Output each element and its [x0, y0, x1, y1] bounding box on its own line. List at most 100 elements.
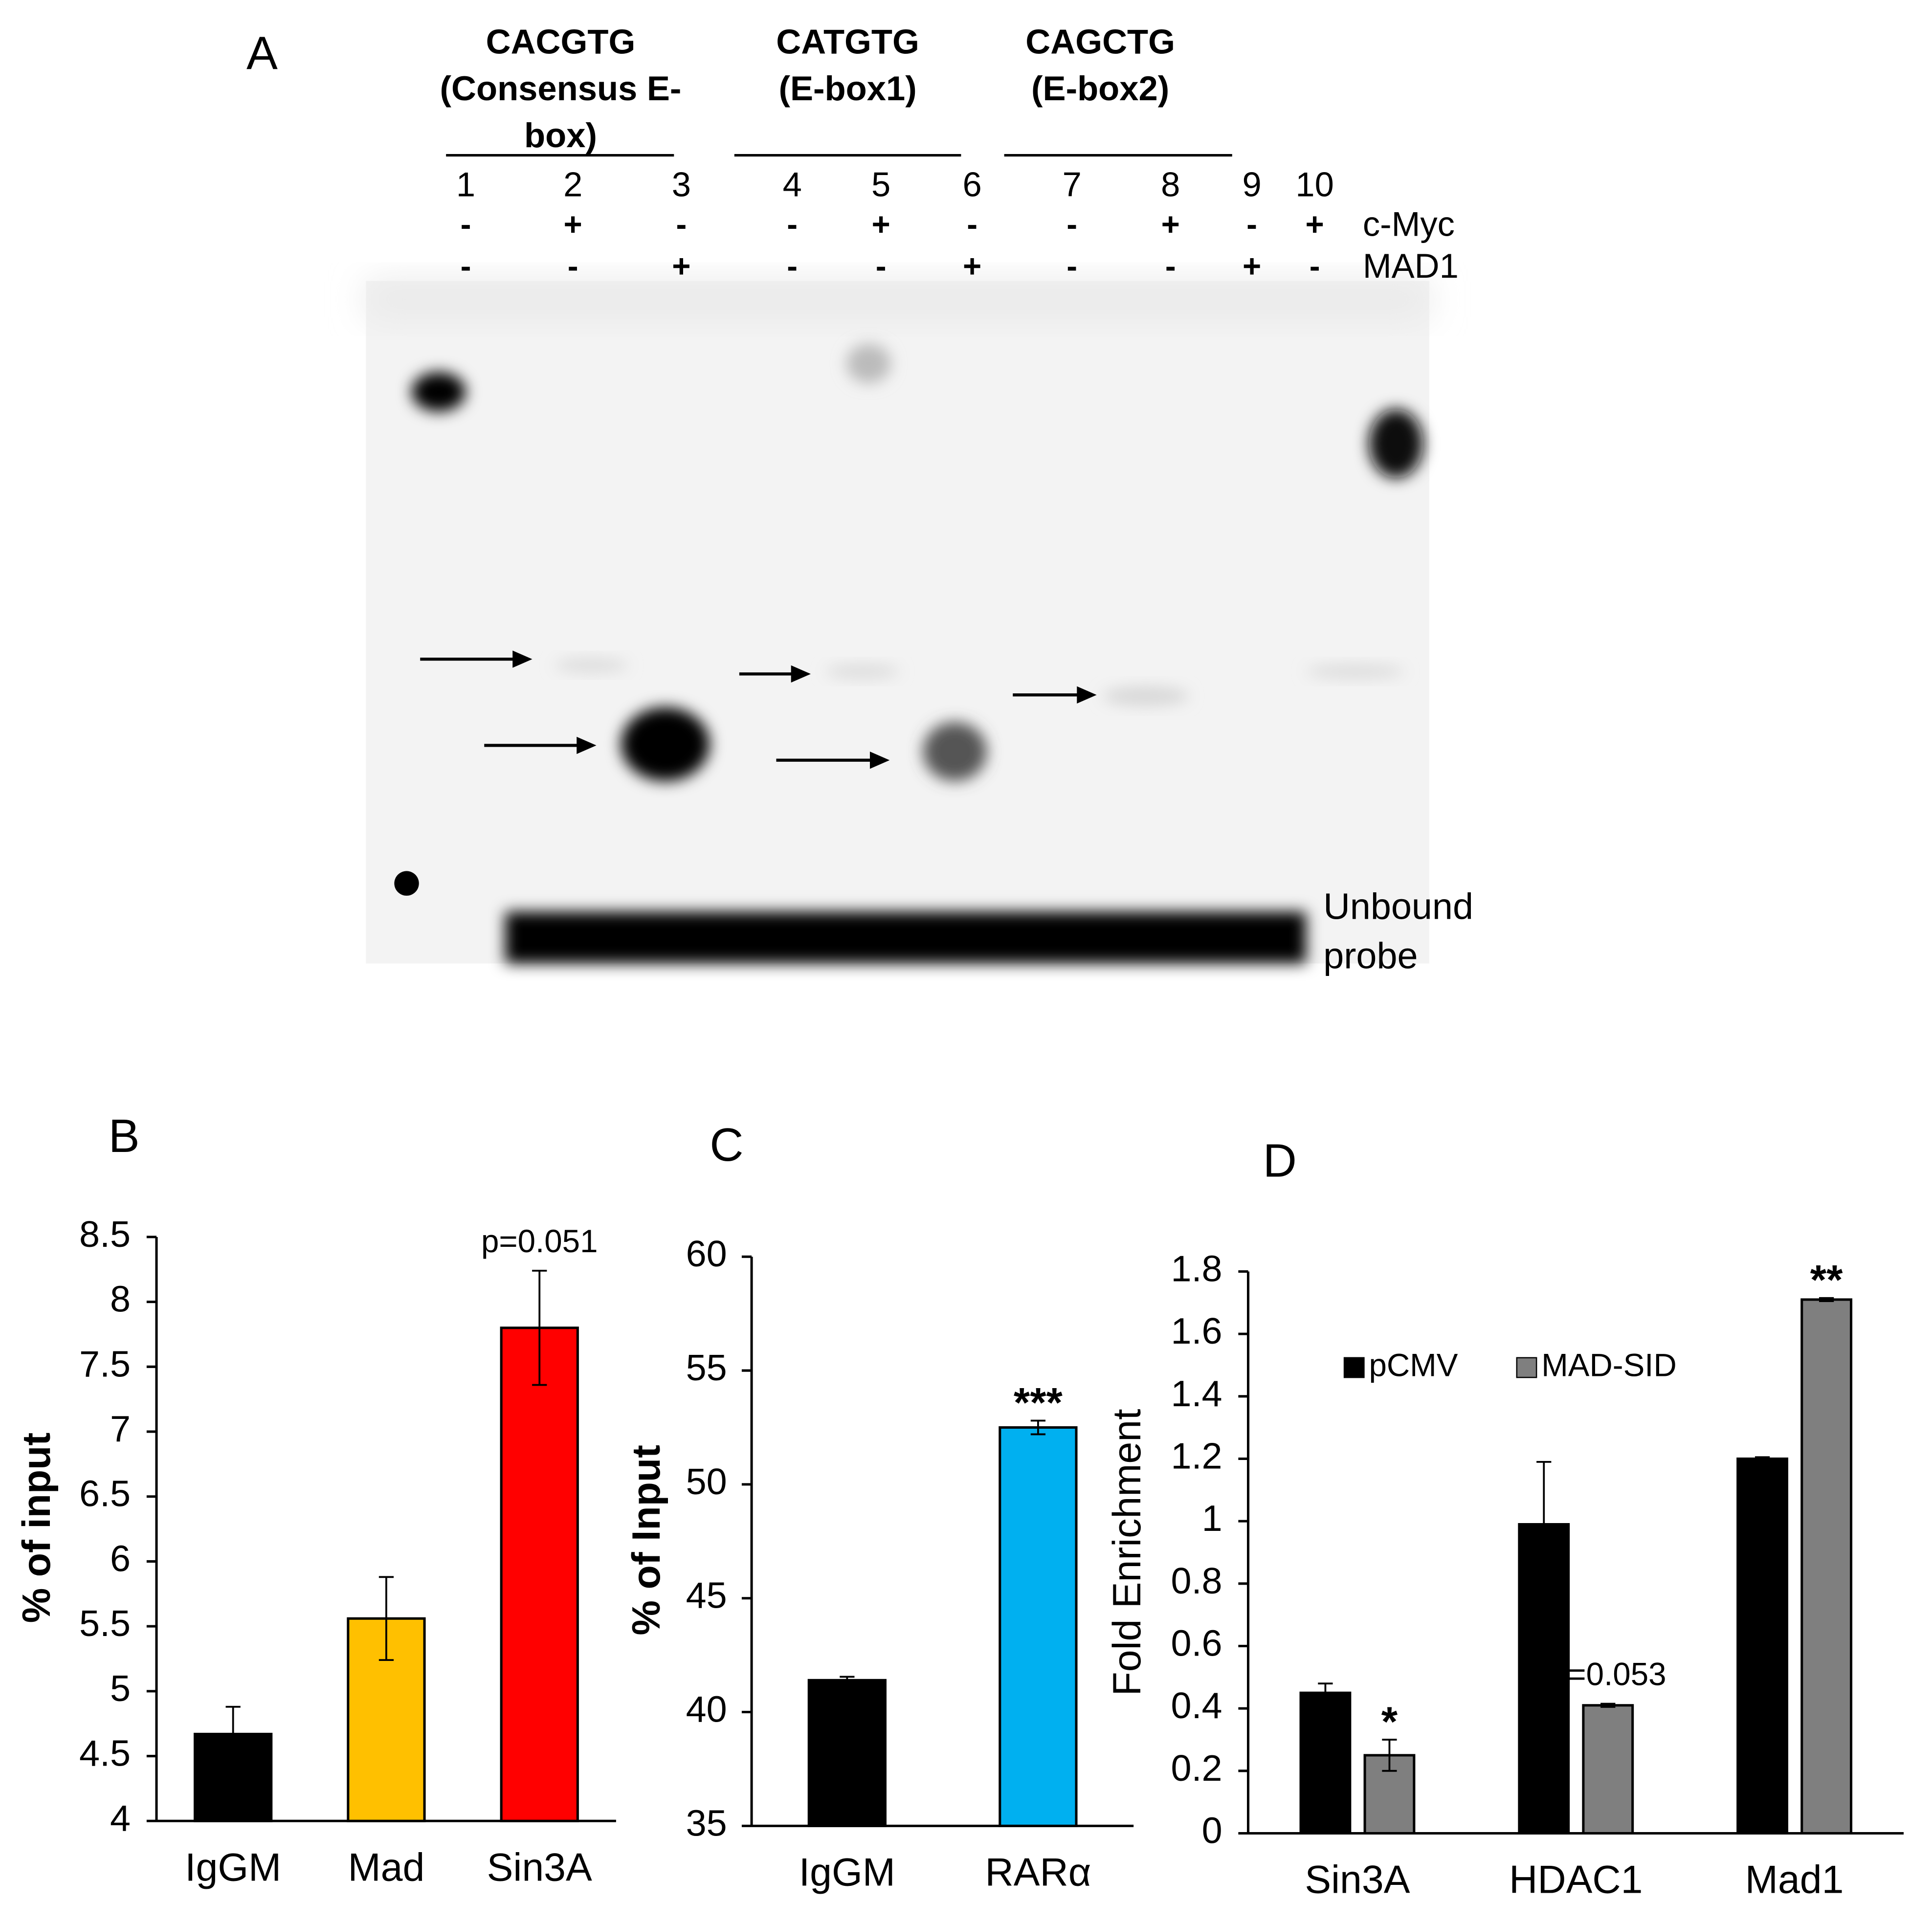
y-tick-label: 0 — [1202, 1810, 1222, 1851]
bar — [807, 1679, 887, 1827]
treatment-mark: + — [672, 248, 690, 284]
probe-label: Unbound — [1323, 886, 1473, 928]
lane-number: 5 — [871, 165, 890, 204]
treatment-mark: + — [872, 206, 890, 242]
x-tick-label: Sin3A — [487, 1845, 592, 1889]
lane-number: 4 — [783, 165, 802, 204]
panel-label: C — [710, 1119, 743, 1171]
x-tick-label: HDAC1 — [1509, 1858, 1643, 1902]
lane-number: 3 — [672, 165, 691, 204]
lane-number: 8 — [1161, 165, 1180, 204]
lane-number: 7 — [1063, 165, 1082, 204]
y-tick-label: 1 — [1202, 1498, 1222, 1539]
bar — [500, 1327, 579, 1822]
error-bar — [1030, 1419, 1046, 1436]
treatment-mark: - — [568, 248, 578, 284]
treatment-mark: + — [1305, 206, 1324, 242]
error-bar — [1819, 1297, 1834, 1303]
group-heading: CACGTG — [486, 22, 636, 61]
treatment-mark: - — [1066, 248, 1077, 284]
error-bar — [378, 1576, 394, 1661]
y-tick-label: 55 — [686, 1348, 727, 1389]
y-tick-label: 0.8 — [1171, 1561, 1222, 1602]
y-tick-label: 35 — [686, 1803, 727, 1844]
row-label: MAD1 — [1363, 246, 1459, 285]
significance-label: p=0.053 — [1550, 1656, 1666, 1692]
x-tick-label: IgGM — [185, 1845, 281, 1889]
y-tick-label: 0.4 — [1171, 1685, 1222, 1726]
gel-image — [366, 154, 1429, 964]
bar — [999, 1426, 1078, 1827]
treatment-mark: - — [461, 206, 471, 242]
y-tick-label: 40 — [686, 1689, 727, 1730]
legend-label: pCMV — [1369, 1347, 1458, 1383]
y-tick-label: 4.5 — [79, 1733, 131, 1774]
y-tick-label: 60 — [686, 1234, 727, 1275]
treatment-mark: + — [963, 248, 981, 284]
legend-swatch — [1516, 1357, 1537, 1378]
significance-label: *** — [1014, 1379, 1063, 1426]
treatment-mark: - — [1246, 206, 1257, 242]
treatment-mark: - — [1066, 206, 1077, 242]
error-bar — [532, 1270, 547, 1386]
treatment-mark: - — [1165, 248, 1176, 284]
y-tick-label: 7.5 — [79, 1344, 131, 1385]
y-tick-label: 1.4 — [1171, 1373, 1222, 1415]
error-bar — [1382, 1739, 1397, 1772]
probe-label: probe — [1323, 935, 1418, 976]
error-bar — [1754, 1456, 1770, 1461]
x-tick-label: Mad — [348, 1845, 425, 1889]
y-tick-label: 0.6 — [1171, 1623, 1222, 1664]
y-axis-label: % of input — [15, 1433, 59, 1623]
treatment-mark: - — [676, 206, 687, 242]
treatment-mark: + — [1243, 248, 1261, 284]
y-tick-label: 1.6 — [1171, 1311, 1222, 1352]
treatment-mark: - — [876, 248, 887, 284]
lane-number: 9 — [1242, 165, 1261, 204]
y-tick-label: 4 — [110, 1798, 131, 1839]
bar — [1299, 1691, 1352, 1835]
x-tick-label: Mad1 — [1745, 1858, 1844, 1902]
treatment-mark: - — [787, 206, 798, 242]
legend-swatch — [1343, 1357, 1365, 1378]
treatment-mark: - — [461, 248, 471, 284]
y-tick-label: 6 — [110, 1538, 131, 1579]
y-tick-label: 5.5 — [79, 1603, 131, 1644]
treatment-mark: - — [1310, 248, 1320, 284]
panel-label: A — [246, 27, 278, 79]
significance-label: p=0.051 — [481, 1223, 598, 1259]
y-tick-label: 8 — [110, 1279, 131, 1320]
error-bar — [840, 1676, 855, 1685]
lane-number: 2 — [563, 165, 582, 204]
treatment-mark: + — [1161, 206, 1180, 242]
error-bar — [1536, 1460, 1552, 1588]
x-tick-label: RARα — [985, 1850, 1091, 1894]
group-heading: (E-box2) — [1031, 69, 1169, 108]
error-bar — [225, 1705, 241, 1763]
lane-number: 1 — [456, 165, 475, 204]
y-tick-label: 6.5 — [79, 1474, 131, 1515]
x-tick-label: IgGM — [799, 1850, 895, 1894]
bar — [1736, 1457, 1789, 1835]
treatment-mark: - — [787, 248, 798, 284]
y-axis-label: % of Input — [624, 1445, 668, 1636]
row-label: c-Myc — [1363, 204, 1455, 243]
x-tick-label: Sin3A — [1305, 1858, 1410, 1902]
y-tick-label: 45 — [686, 1575, 727, 1616]
bar — [1582, 1704, 1634, 1835]
group-heading: CATGTG — [776, 22, 919, 61]
error-bar — [1318, 1682, 1333, 1703]
y-tick-label: 7 — [110, 1409, 131, 1450]
y-tick-label: 1.8 — [1171, 1248, 1222, 1289]
y-tick-label: 50 — [686, 1461, 727, 1503]
treatment-mark: + — [564, 206, 582, 242]
significance-label: ** — [1810, 1257, 1843, 1304]
group-heading: (E-box1) — [779, 69, 917, 108]
treatment-mark: - — [967, 206, 977, 242]
y-tick-label: 5 — [110, 1668, 131, 1709]
significance-label: * — [1381, 1698, 1398, 1745]
y-tick-label: 0.2 — [1171, 1748, 1222, 1789]
legend-label: MAD-SID — [1541, 1347, 1677, 1383]
